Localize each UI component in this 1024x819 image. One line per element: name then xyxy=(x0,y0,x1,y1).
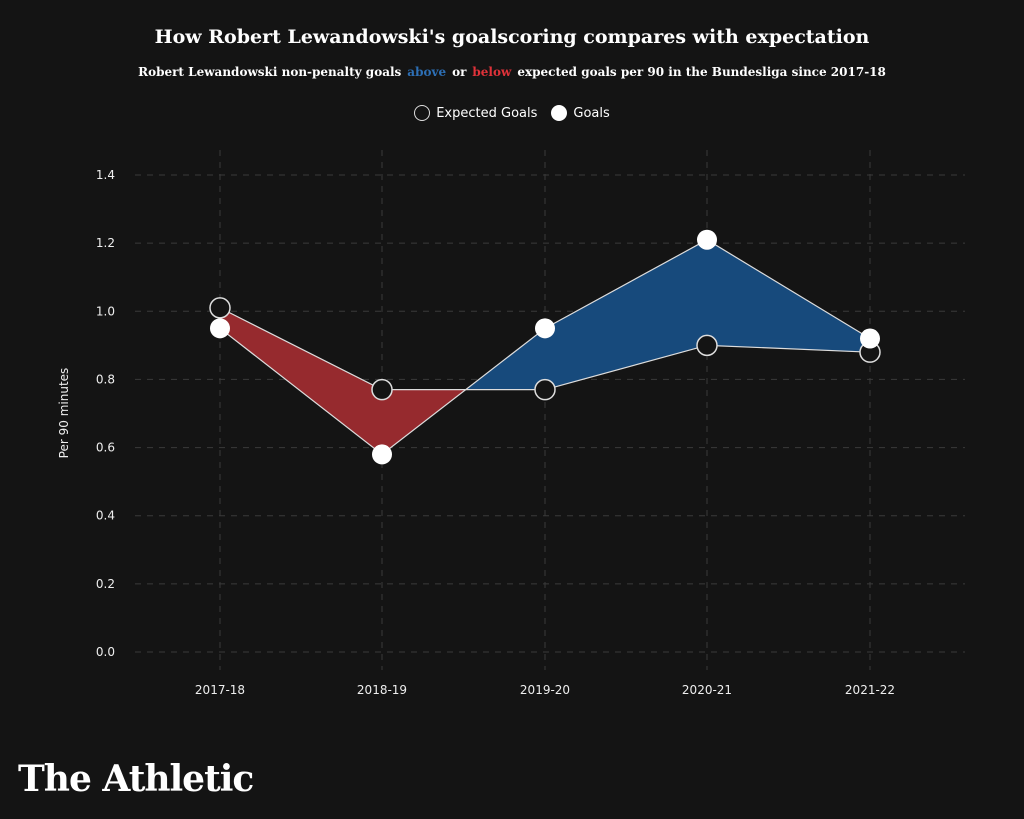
y-axis-label: Per 90 minutes xyxy=(57,368,71,459)
goals-point xyxy=(210,318,230,339)
subtitle-below: below xyxy=(472,65,512,79)
y-tick-label: 0.0 xyxy=(96,645,115,659)
x-tick-label: 2020-21 xyxy=(682,683,732,697)
legend-goals-marker-icon xyxy=(551,105,568,121)
area-below xyxy=(220,307,382,455)
goals-point xyxy=(372,444,392,465)
legend-xg-label: Expected Goals xyxy=(436,105,538,121)
legend-goals-label: Goals xyxy=(573,105,610,121)
chart-subtitle: Robert Lewandowski non-penalty goals abov… xyxy=(0,65,1024,79)
y-tick-label: 0.2 xyxy=(96,577,115,591)
subtitle-above: above xyxy=(407,65,447,79)
x-tick-label: 2017-18 xyxy=(195,683,245,697)
y-tick-label: 0.6 xyxy=(96,441,115,455)
xg-point xyxy=(534,378,556,401)
xg-point xyxy=(209,297,231,319)
the-athletic-logo: The Athletic xyxy=(18,758,254,800)
subtitle-part-5: expected goals per 90 in the Bundesliga … xyxy=(517,65,886,79)
y-tick-label: 1.4 xyxy=(96,168,115,182)
x-tick-label: 2019-20 xyxy=(520,683,570,697)
x-tick-label: 2018-19 xyxy=(357,683,407,697)
y-tick-label: 1.0 xyxy=(96,304,115,318)
area-above xyxy=(545,239,707,390)
y-tick-label: 0.4 xyxy=(96,509,115,523)
subtitle-or: or xyxy=(452,65,467,79)
y-tick-label: 0.8 xyxy=(96,372,115,386)
legend-xg-marker-icon xyxy=(414,105,431,121)
goals-point xyxy=(860,328,880,349)
area-above xyxy=(707,239,870,353)
goals-point xyxy=(697,229,717,250)
xg-point xyxy=(696,334,718,357)
xg-point xyxy=(371,378,393,401)
y-tick-label: 1.2 xyxy=(96,236,115,250)
goals-point xyxy=(535,318,555,339)
x-tick-label: 2021-22 xyxy=(845,683,895,697)
chart-title: How Robert Lewandowski's goalscoring com… xyxy=(154,26,870,48)
subtitle-part-1: Robert Lewandowski non-penalty goals xyxy=(138,65,402,79)
chart-plot: 0.0 0.2 0.4 0.6 0.8 1.0 1.2 1.4 2017-18 2018-19 20… xyxy=(57,150,965,697)
legend: Expected Goals Goals xyxy=(0,105,1024,121)
